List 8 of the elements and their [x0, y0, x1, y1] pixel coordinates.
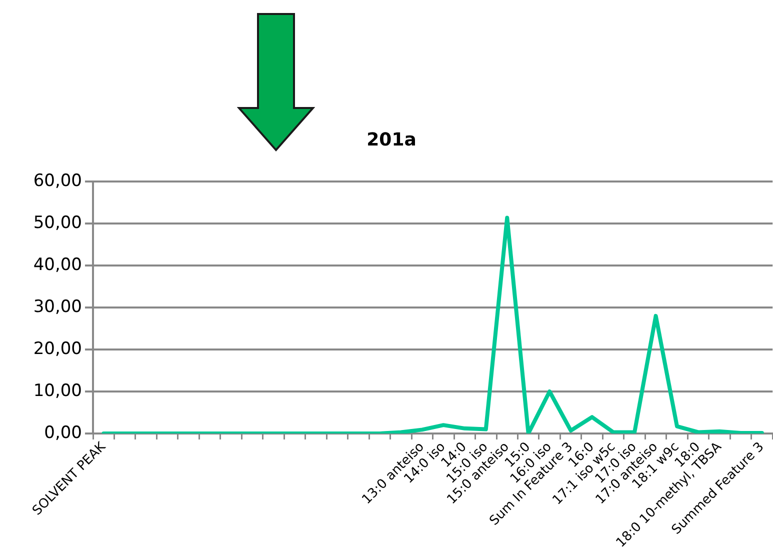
y-tick-label: 40,00 [33, 254, 82, 275]
y-tick-label: 0,00 [44, 422, 82, 443]
y-tick-label: 30,00 [33, 296, 82, 317]
chart-title: 201a [366, 129, 416, 150]
y-tick-label: 10,00 [33, 380, 82, 401]
y-tick-label: 50,00 [33, 213, 82, 233]
y-tick-label: 20,00 [33, 338, 82, 359]
y-tick-label: 60,00 [33, 171, 82, 192]
